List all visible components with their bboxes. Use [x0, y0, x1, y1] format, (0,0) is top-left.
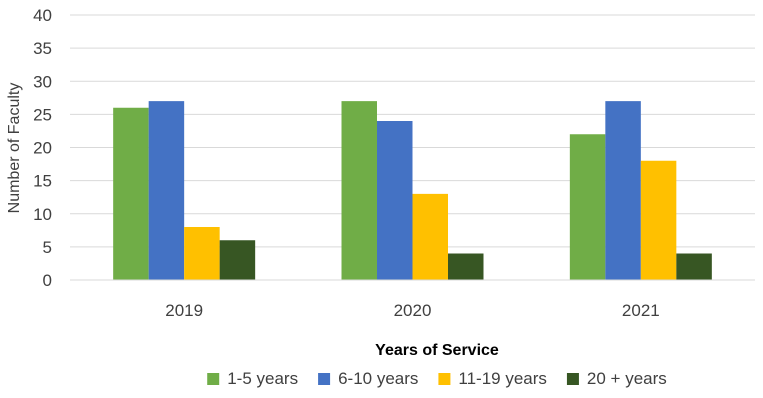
bars	[113, 101, 712, 280]
y-tick-label: 15	[33, 172, 52, 191]
legend-swatch	[207, 373, 220, 385]
legend-swatch	[318, 373, 331, 385]
y-tick-label: 5	[43, 238, 52, 257]
legend-label: 20 + years	[587, 369, 667, 388]
x-tick-label: 2020	[394, 301, 432, 320]
legend-item: 6-10 years	[318, 369, 418, 388]
bar-20-years-2020	[448, 253, 484, 280]
y-tick-label: 35	[33, 39, 52, 58]
y-axis-ticks: 0 5 10 15 20 25 30 35 40	[33, 6, 52, 290]
y-tick-label: 40	[33, 6, 52, 25]
x-tick-label: 2019	[165, 301, 203, 320]
y-tick-label: 20	[33, 139, 52, 158]
legend-swatch	[438, 373, 451, 385]
x-axis-label: Years of Service	[375, 342, 499, 359]
y-axis-label: Number of Faculty	[6, 83, 23, 214]
bar-20-years-2021	[676, 253, 712, 280]
y-tick-label: 0	[43, 271, 52, 290]
bar-11-19-years-2019	[184, 227, 220, 280]
y-tick-label: 25	[33, 105, 52, 124]
bar-1-5-years-2019	[113, 107, 149, 280]
bar-1-5-years-2020	[341, 101, 377, 280]
legend-swatch	[566, 373, 579, 385]
legend-label: 1-5 years	[227, 369, 298, 388]
bar-1-5-years-2021	[569, 134, 606, 280]
bar-6-10-years-2021	[605, 101, 641, 280]
legend-item: 1-5 years	[207, 369, 298, 388]
y-tick-label: 30	[33, 72, 52, 91]
bar-6-10-years-2020	[377, 121, 413, 280]
bar-11-19-years-2021	[640, 160, 677, 280]
legend-item: 11-19 years	[438, 369, 547, 388]
x-tick-label: 2021	[622, 301, 660, 320]
bar-20-years-2019	[219, 240, 256, 280]
legend-label: 11-19 years	[458, 369, 547, 388]
x-axis-ticks: 2019 2020 2021	[165, 301, 659, 320]
bar-11-19-years-2020	[412, 193, 448, 280]
bar-6-10-years-2019	[148, 101, 185, 280]
legend-item: 20 + years	[566, 369, 667, 388]
legend-label: 6-10 years	[338, 369, 418, 388]
legend: 1-5 years 6-10 years 11-19 years 20 + years	[207, 369, 667, 388]
y-tick-label: 10	[33, 205, 52, 224]
